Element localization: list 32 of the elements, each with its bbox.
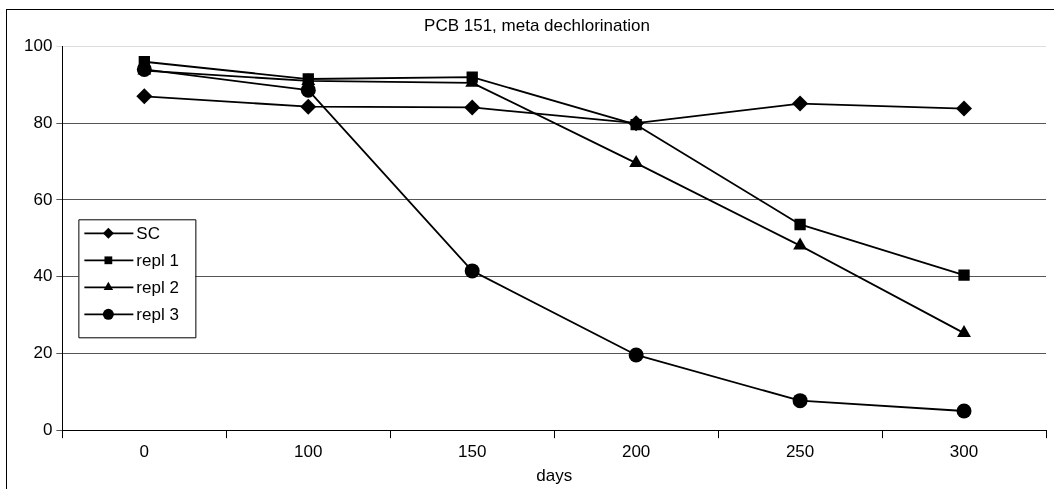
point: [629, 155, 644, 168]
chart-title: PCB 151, meta dechlorination: [424, 15, 650, 35]
point: [956, 403, 972, 419]
point: [794, 218, 806, 231]
x-tick-label: 300: [949, 442, 979, 462]
legend-label: SC: [136, 223, 160, 243]
point: [793, 237, 808, 250]
point: [956, 100, 973, 117]
y-tick-label: 60: [33, 189, 53, 209]
point: [136, 88, 153, 105]
legend-label: repl 2: [136, 277, 179, 297]
x-axis-title: days: [536, 466, 573, 486]
y-tick-label: 100: [23, 36, 53, 56]
point: [957, 325, 971, 338]
y-tick-label: 80: [33, 112, 53, 132]
point: [464, 263, 480, 279]
x-tick-label: 200: [621, 442, 651, 462]
point: [792, 95, 809, 112]
point: [300, 98, 317, 115]
x-tick-label: 250: [785, 442, 815, 462]
point: [628, 347, 644, 363]
point: [464, 99, 481, 116]
y-tick-label: 20: [33, 343, 53, 363]
point: [792, 393, 808, 409]
legend-label: repl 3: [136, 304, 179, 324]
x-tick-label: 0: [139, 442, 150, 462]
point: [958, 269, 970, 281]
x-tick-label: 100: [294, 442, 323, 462]
y-tick-label: 40: [33, 266, 53, 286]
legend-label: repl 1: [136, 250, 179, 270]
y-tick-label: 0: [42, 419, 53, 439]
x-tick-label: 150: [458, 442, 487, 462]
